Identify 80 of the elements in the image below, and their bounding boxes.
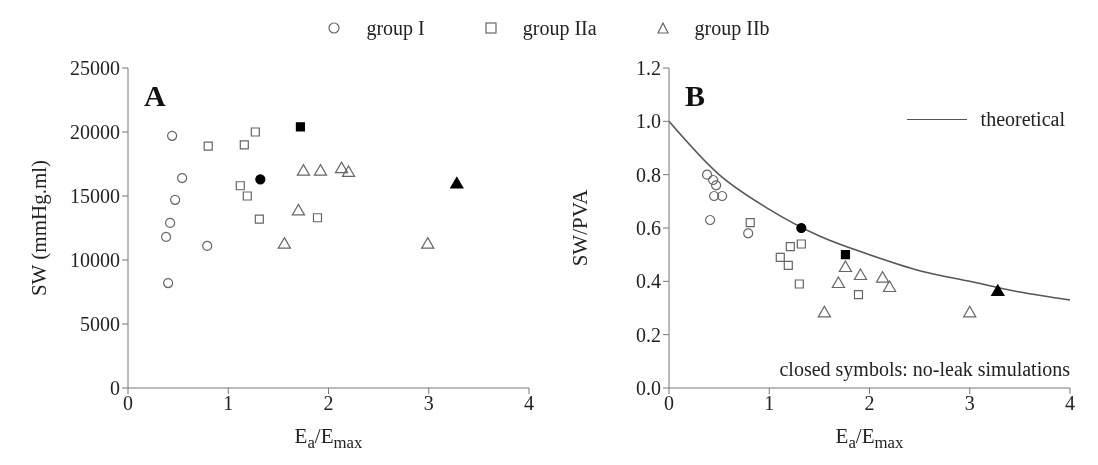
point [991, 284, 1005, 297]
x-tick-label: 4 [1065, 392, 1075, 415]
point [853, 268, 868, 281]
point [341, 165, 356, 178]
point [743, 228, 754, 239]
y-axis-title: SW/PVA [568, 188, 592, 267]
y-tick-label: 1.0 [636, 110, 661, 133]
y-tick-label: 25000 [70, 57, 120, 80]
point [313, 164, 328, 176]
point [291, 203, 306, 216]
legend-label: group I [366, 16, 425, 40]
point [242, 191, 252, 201]
point [709, 190, 720, 202]
point [785, 242, 795, 252]
point [831, 276, 846, 289]
point [875, 271, 890, 283]
point [817, 305, 832, 318]
x-tick-label: 4 [524, 392, 534, 415]
y-tick-label: 20000 [70, 121, 120, 144]
legend-label: group IIa [522, 16, 597, 40]
point [239, 140, 249, 150]
point [277, 237, 292, 249]
point [295, 122, 306, 132]
point [254, 214, 264, 224]
legend-label: theoretical [980, 108, 1065, 131]
point [160, 231, 172, 243]
point [775, 252, 785, 262]
point [250, 127, 260, 137]
y-tick-label: 10000 [70, 249, 120, 272]
point [701, 169, 713, 180]
point [202, 240, 213, 252]
point [840, 250, 851, 260]
point [203, 141, 213, 151]
point [255, 174, 266, 185]
chart-title: A [144, 79, 166, 112]
x-tick-label: 3 [423, 392, 434, 415]
y-tick-label: 0.6 [636, 217, 661, 240]
point [708, 174, 719, 186]
y-tick-label: 1.2 [636, 57, 661, 80]
point [235, 181, 245, 191]
y-tick-label: 15000 [70, 185, 120, 208]
x-axis-title: E$_{a}$/E$_{max}$ [294, 424, 364, 453]
x-tick-label: 2 [323, 392, 334, 415]
y-tick-label: 5000 [80, 313, 120, 336]
point [745, 218, 755, 228]
point [177, 172, 188, 184]
legend-label: group IIb [694, 16, 770, 40]
point [312, 213, 323, 223]
point [882, 280, 897, 293]
point [704, 214, 716, 226]
point [783, 260, 793, 270]
point [162, 277, 174, 289]
point [963, 305, 977, 318]
annotation: closed symbols: no-leak simulations [779, 358, 1071, 381]
point [717, 190, 728, 202]
y-tick-label: 0 [110, 377, 120, 400]
point [296, 164, 311, 176]
point [853, 290, 864, 300]
x-tick-label: 2 [864, 392, 875, 415]
point [450, 176, 464, 189]
y-tick-label: 0.4 [636, 270, 661, 293]
point [796, 239, 806, 249]
point [421, 237, 435, 249]
y-tick-label: 0.8 [636, 163, 661, 186]
x-axis-title: E$_{a}$/E$_{max}$ [835, 424, 905, 453]
x-tick-label: 3 [964, 392, 975, 415]
x-tick-label: 1 [223, 392, 234, 415]
x-tick-label: 1 [764, 392, 775, 415]
y-axis-title: SW (mmHg.ml) [27, 159, 51, 297]
point [711, 180, 722, 191]
point [838, 260, 853, 273]
point [170, 194, 181, 205]
chart-title: B [685, 79, 706, 112]
point [796, 222, 807, 234]
y-tick-label: 0.2 [636, 323, 661, 346]
point [334, 161, 349, 174]
y-tick-label: 0.0 [636, 377, 661, 400]
point [794, 279, 804, 289]
point [164, 217, 176, 228]
point [167, 130, 178, 141]
